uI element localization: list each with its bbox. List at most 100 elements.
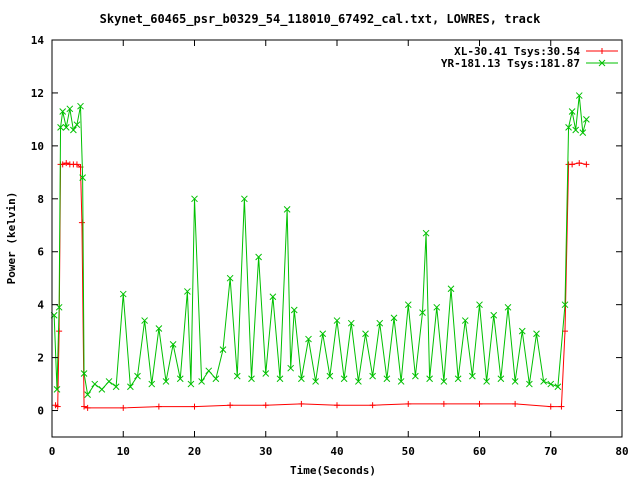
data-point [248,375,255,383]
x-tick-label: 80 [615,445,628,458]
data-point [369,402,376,409]
data-point [476,400,483,407]
marker-stroke [376,319,384,327]
marker-stroke [53,386,61,393]
data-point [127,383,134,391]
marker-stroke [312,378,319,385]
marker-stroke [141,317,148,324]
data-point [569,161,576,168]
data-point [298,400,305,407]
x-tick-label: 10 [117,445,130,458]
legend-entry-yr: YR-181.13 Tsys:181.87 [441,57,580,70]
marker-stroke [533,330,540,338]
data-point [561,301,569,309]
data-point [198,378,205,385]
data-point [347,319,355,327]
data-point [134,372,141,380]
marker-stroke [255,253,262,261]
marker-stroke [55,303,63,311]
marker-stroke [554,383,562,391]
data-point [57,123,64,131]
data-point [319,330,327,338]
y-tick-label: 12 [31,87,44,100]
data-point [362,330,369,338]
marker-stroke [433,303,441,311]
marker-stroke [447,285,455,293]
data-point [227,402,234,409]
marker-stroke [355,378,362,385]
marker-stroke [287,364,295,372]
data-point [56,328,63,335]
data-point [405,400,412,407]
marker-stroke [79,174,86,181]
marker-stroke [511,378,519,385]
data-point [81,403,88,410]
data-point [469,372,476,380]
data-point [397,378,405,385]
marker-stroke [212,375,220,383]
data-point [283,206,291,213]
data-point [120,404,127,411]
data-point [226,274,234,282]
data-point [511,378,519,385]
marker-stroke [262,370,270,377]
data-point [422,229,430,237]
marker-stroke [419,309,426,316]
marker-stroke [91,380,99,388]
data-point [162,378,170,385]
data-point [141,317,148,324]
data-point [80,370,88,377]
marker-stroke [191,195,198,203]
marker-stroke [340,375,348,383]
y-tick-label: 6 [37,246,44,259]
x-tick-label: 60 [473,445,486,458]
data-point [447,285,455,293]
data-point [276,375,284,383]
data-point [98,386,106,393]
marker-stroke [77,102,84,110]
marker-stroke [248,375,255,383]
marker-stroke [134,372,141,380]
marker-stroke [276,375,284,383]
data-point [77,102,84,110]
marker-stroke [233,372,241,380]
y-tick-label: 14 [31,34,45,47]
data-point [55,303,63,311]
marker-stroke [579,129,587,136]
marker-stroke [469,372,476,380]
marker-stroke [283,206,291,213]
marker-stroke [62,123,70,131]
data-point [312,378,319,385]
marker-stroke [575,92,583,99]
data-point [233,372,241,380]
marker-stroke [333,317,341,324]
data-point [340,375,348,383]
marker-stroke [483,378,490,385]
data-point [334,402,340,409]
marker-stroke [112,383,120,391]
data-point [497,375,505,383]
data-point [105,378,113,385]
data-point [383,375,391,383]
data-point [504,303,512,311]
data-point [476,301,483,309]
data-point [433,303,441,311]
marker-stroke [561,301,569,309]
data-point [412,372,419,380]
x-tick-label: 30 [259,445,272,458]
data-point [176,375,184,383]
marker-stroke [59,108,67,115]
data-point [512,400,519,407]
x-axis-label: Time(Seconds) [290,464,376,477]
series-line-0 [55,162,587,409]
marker-stroke [66,105,74,113]
legend-entry-xl: XL-30.41 Tsys:30.54 [454,45,580,58]
marker-stroke [298,375,305,383]
marker-stroke [572,126,580,134]
marker-stroke [598,59,606,67]
series-layer [50,92,590,411]
data-point [119,290,127,298]
data-point [547,380,555,388]
data-point [78,219,85,226]
